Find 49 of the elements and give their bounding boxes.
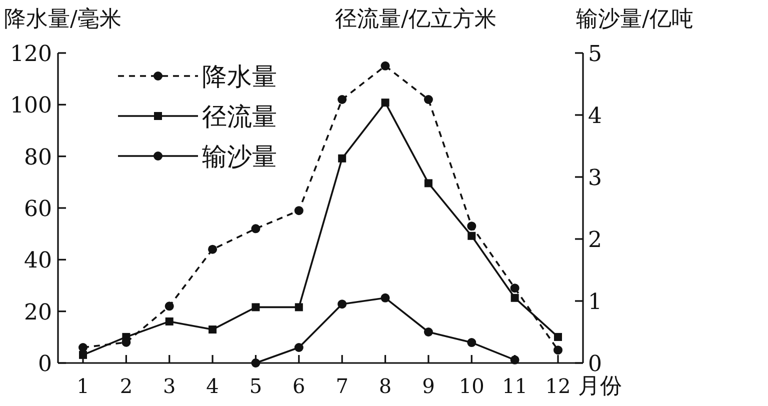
x-axis-title: 月份 — [578, 374, 622, 399]
point — [122, 332, 130, 341]
y2-tick-label: 1 — [588, 290, 602, 315]
point — [79, 350, 87, 359]
point — [294, 206, 304, 216]
y2-axis-title: 径流量/亿立方米 — [335, 7, 496, 32]
point — [338, 154, 346, 162]
point — [424, 95, 433, 104]
y-tick-label: 0 — [38, 352, 52, 377]
point — [468, 232, 476, 240]
point — [164, 302, 174, 311]
point — [208, 244, 218, 254]
point — [424, 179, 432, 188]
point — [510, 284, 520, 293]
point — [338, 300, 347, 309]
y-tick-label: 100 — [10, 94, 52, 119]
text: 输沙量/亿吨 — [576, 7, 694, 32]
y-axis-title: 降水量/毫米 — [4, 7, 122, 32]
legend-label: 输沙量 — [202, 142, 277, 171]
point — [294, 303, 303, 312]
y-tick-label: 20 — [24, 300, 52, 326]
point — [252, 303, 260, 312]
point — [294, 343, 304, 352]
point — [165, 317, 174, 326]
point — [338, 95, 347, 104]
point — [380, 293, 390, 302]
point — [78, 343, 88, 352]
point — [554, 346, 562, 355]
point — [251, 224, 260, 234]
y2-tick-label: 0 — [588, 352, 602, 377]
point — [424, 328, 433, 336]
y2-tick-label: 2 — [588, 228, 602, 253]
point — [251, 358, 260, 368]
legend-label: 降水量 — [202, 62, 277, 91]
point — [467, 222, 476, 231]
point — [510, 294, 519, 302]
y-tick-label: 40 — [24, 248, 52, 274]
y-tick-label: 80 — [24, 145, 52, 170]
y-tick-label: 120 — [10, 42, 52, 67]
y2-tick-label: 3 — [588, 166, 602, 191]
y2-tick-label: 5 — [588, 42, 602, 67]
y-tick-label: 60 — [24, 197, 52, 222]
point — [467, 338, 476, 348]
point — [381, 98, 390, 107]
legend-label: 径流量 — [202, 102, 277, 131]
point — [208, 326, 217, 334]
point — [554, 332, 562, 341]
y2-tick-label: 4 — [588, 104, 602, 129]
point — [380, 61, 390, 70]
